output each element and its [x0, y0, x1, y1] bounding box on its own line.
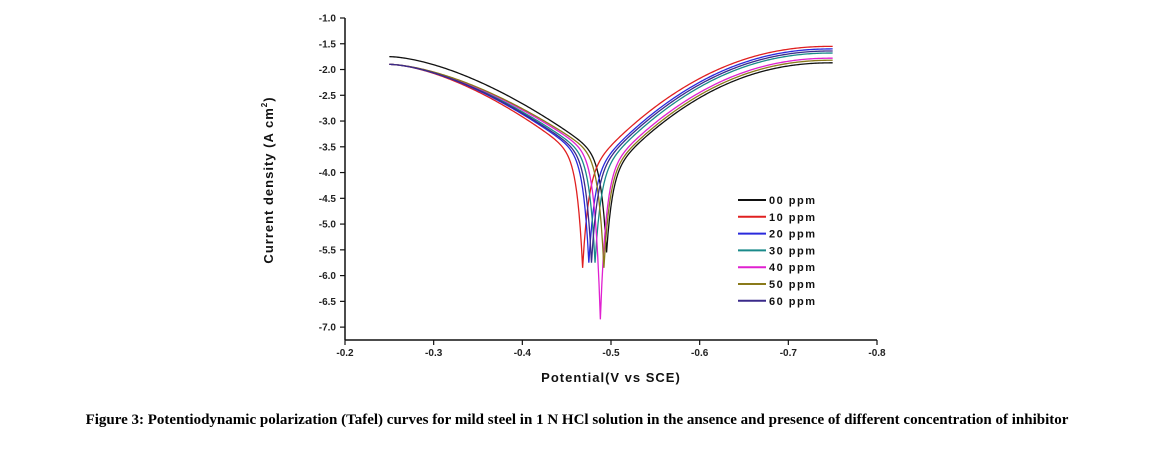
- legend-label: 50 ppm: [769, 279, 817, 291]
- series-line-40-ppm: [389, 57, 833, 320]
- x-tick-label: -0.2: [336, 348, 354, 359]
- y-tick-label: -1.0: [319, 14, 337, 25]
- series-line-60-ppm: [389, 50, 833, 263]
- tafel-chart: -1.0 -1.5 -2.0 -2.5 -3.0 -3.5 -4.0 -4.5 -5.0 -5.5…: [260, 14, 886, 386]
- y-tick-label: -1.5: [319, 39, 337, 50]
- y-tick-label: -3.5: [319, 142, 337, 153]
- y-tick-label: -7.0: [319, 323, 337, 334]
- legend-label: 40 ppm: [769, 262, 817, 274]
- x-axis-title: Potential(V vs SCE): [541, 370, 681, 385]
- series-line-10-ppm: [389, 45, 833, 268]
- x-tick-label: -0.5: [602, 348, 620, 359]
- series-layer: [389, 45, 833, 320]
- y-tick-label: -6.0: [319, 271, 337, 282]
- y-tick-label: -4.0: [319, 168, 337, 179]
- y-axis-title-sup: 2: [260, 102, 269, 107]
- y-tick-label: -6.5: [319, 297, 337, 308]
- legend-label: 30 ppm: [769, 245, 817, 257]
- legend-label: 20 ppm: [769, 229, 817, 241]
- series-line-50-ppm: [389, 59, 833, 268]
- y-ticks: -1.0 -1.5 -2.0 -2.5 -3.0 -3.5 -4.0 -4.5 -5.0 -5.5…: [319, 14, 345, 334]
- y-tick-label: -3.0: [319, 117, 337, 128]
- y-tick-label: -5.5: [319, 245, 337, 256]
- y-tick-label: -5.0: [319, 220, 337, 231]
- x-tick-label: -0.8: [868, 348, 886, 359]
- x-tick-label: -0.4: [514, 348, 532, 359]
- y-axis-title-close: ): [261, 96, 276, 101]
- plot-frame: [344, 18, 877, 341]
- x-tick-label: -0.3: [425, 348, 443, 359]
- x-tick-label: -0.7: [780, 348, 798, 359]
- y-axis-title: Current density (A cm2): [260, 96, 276, 263]
- y-axis-title-main: Current density (A cm: [261, 107, 276, 263]
- y-tick-label: -2.0: [319, 65, 337, 76]
- figure-caption: Figure 3: Potentiodynamic polarization (…: [85, 412, 1069, 428]
- y-tick-label: -2.5: [319, 91, 337, 102]
- series-line-00-ppm: [389, 55, 833, 253]
- x-tick-label: -0.6: [691, 348, 709, 359]
- y-tick-label: -4.5: [319, 194, 337, 205]
- legend: 00 ppm 10 ppm 20 ppm 30 ppm 40 ppm 50 ppm 60 p…: [738, 195, 817, 308]
- x-ticks: -0.2 -0.3 -0.4 -0.5 -0.6 -0.7 -0.8: [336, 340, 886, 359]
- legend-label: 00 ppm: [769, 195, 817, 207]
- legend-label: 60 ppm: [769, 296, 817, 308]
- legend-label: 10 ppm: [769, 212, 817, 224]
